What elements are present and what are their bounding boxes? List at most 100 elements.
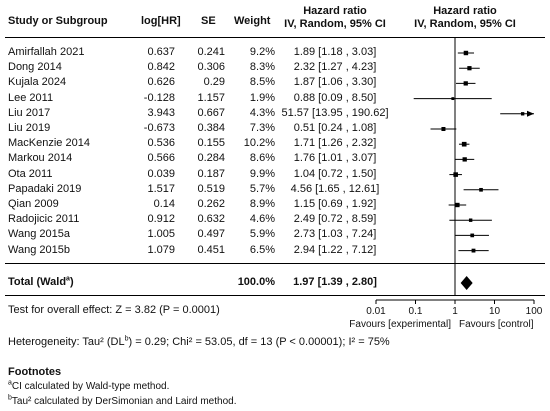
- study-weight: 5.9%: [249, 228, 275, 241]
- study-name: Dong 2014: [8, 61, 62, 74]
- study-ci: 2.32 [1.27 , 4.23]: [293, 61, 377, 74]
- total-label: Total (Walda): [8, 275, 74, 288]
- point-estimate: [453, 172, 458, 177]
- point-estimate: [451, 97, 455, 101]
- heterogeneity-text: Heterogeneity: Tau² (DLb) = 0.29; Chi² =…: [8, 335, 390, 348]
- point-estimate: [471, 248, 476, 253]
- study-name: Amirfallah 2021: [8, 46, 85, 58]
- study-ci: 4.56 [1.65 , 12.61]: [290, 182, 380, 195]
- study-weight: 9.2%: [249, 46, 275, 58]
- study-weight: 1.9%: [249, 91, 275, 104]
- study-name: Qian 2009: [8, 198, 59, 210]
- point-estimate: [479, 187, 483, 192]
- point-estimate: [467, 66, 472, 71]
- x-tick-label: 0.1: [409, 306, 423, 317]
- study-name: MacKenzie 2014: [8, 137, 90, 150]
- study-loghr: 0.536: [147, 137, 175, 150]
- study-se: 0.155: [197, 137, 225, 150]
- study-loghr: 0.637: [147, 46, 175, 58]
- study-se: 0.667: [197, 106, 225, 119]
- study-weight: 7.3%: [249, 122, 275, 134]
- study-se: 0.451: [197, 243, 225, 256]
- header-rule: [5, 37, 545, 38]
- study-loghr: -0.673: [143, 122, 175, 134]
- footnote-a: aCI calculated by Wald-type method.: [8, 379, 170, 392]
- study-ci: 2.49 [0.72 , 8.59]: [293, 213, 377, 226]
- study-ci: 1.76 [1.01 , 3.07]: [293, 152, 377, 165]
- study-loghr: 0.626: [147, 76, 175, 89]
- study-ci: 1.87 [1.06 , 3.30]: [293, 76, 377, 89]
- study-loghr: 1.517: [147, 182, 175, 195]
- total-weight: 100.0%: [237, 276, 275, 288]
- col-header-weight: Weight: [234, 15, 271, 27]
- study-ci: 1.71 [1.26 , 2.32]: [293, 137, 377, 150]
- study-weight: 5.7%: [249, 182, 275, 195]
- study-name: Lee 2011: [8, 91, 54, 104]
- study-loghr: 3.943: [147, 106, 175, 119]
- study-loghr: 1.005: [147, 228, 175, 241]
- study-ci: 1.15 [0.69 , 1.92]: [293, 198, 377, 210]
- study-se: 0.284: [197, 152, 225, 165]
- study-se: 0.384: [197, 122, 225, 134]
- study-weight: 6.5%: [249, 243, 275, 256]
- col-header-se: SE: [201, 15, 216, 27]
- study-name: Wang 2015b: [8, 243, 70, 256]
- study-name: Kujala 2024: [8, 76, 67, 89]
- col-header-hr-sub: IV, Random, 95% CI: [284, 18, 386, 30]
- study-name: Markou 2014: [8, 152, 73, 165]
- x-tick-label: 0.01: [366, 306, 386, 317]
- study-ci: 0.51 [0.24 , 1.08]: [293, 122, 377, 134]
- study-se: 0.187: [197, 167, 225, 180]
- x-tick-label: 100: [526, 306, 543, 317]
- study-name: Papadaki 2019: [8, 182, 82, 195]
- point-estimate: [441, 126, 446, 132]
- study-name: Ota 2011: [8, 167, 53, 180]
- x-tick-label: 1: [452, 306, 458, 317]
- study-loghr: 0.14: [153, 198, 175, 210]
- study-se: 1.157: [197, 91, 225, 104]
- point-estimate: [470, 233, 475, 238]
- col-header-study: Study or Subgroup: [8, 15, 108, 27]
- study-se: 0.306: [197, 61, 225, 74]
- study-se: 0.29: [203, 76, 225, 89]
- point-estimate: [461, 141, 467, 147]
- plot-header-sub: IV, Random, 95% CI: [414, 18, 516, 30]
- study-se: 0.241: [197, 46, 225, 58]
- point-estimate: [463, 81, 468, 86]
- study-loghr: 0.842: [147, 61, 175, 74]
- footnote-b: bTau² calculated by DerSimonian and Lair…: [8, 394, 237, 407]
- plot-header-title: Hazard ratio: [433, 5, 497, 17]
- study-weight: 10.2%: [243, 137, 275, 150]
- study-se: 0.632: [197, 213, 225, 226]
- study-ci: 51.57 [13.95 , 190.62]: [281, 106, 389, 119]
- study-weight: 9.9%: [249, 167, 275, 180]
- point-estimate: [455, 202, 460, 208]
- col-header-loghr: log[HR]: [141, 15, 181, 27]
- point-estimate: [463, 50, 469, 56]
- overall-effect-text: Test for overall effect: Z = 3.82 (P = 0…: [8, 304, 220, 316]
- study-ci: 2.73 [1.03 , 7.24]: [293, 228, 377, 241]
- col-header-hr-title: Hazard ratio: [303, 5, 367, 17]
- study-weight: 4.6%: [249, 213, 275, 226]
- study-se: 0.262: [197, 198, 225, 210]
- study-loghr: 0.039: [147, 167, 175, 180]
- study-se: 0.497: [197, 228, 225, 241]
- study-ci: 1.04 [0.72 , 1.50]: [293, 167, 377, 180]
- favours-right-label: Favours [control]: [459, 319, 534, 330]
- study-weight: 4.3%: [249, 106, 275, 119]
- study-loghr: -0.128: [143, 91, 175, 104]
- study-loghr: 1.079: [147, 243, 175, 256]
- pre-total-rule: [5, 263, 545, 264]
- study-weight: 8.5%: [249, 76, 275, 89]
- study-loghr: 0.912: [147, 213, 175, 226]
- post-total-rule: [5, 295, 545, 296]
- study-ci: 1.89 [1.18 , 3.03]: [293, 46, 377, 58]
- study-name: Wang 2015a: [8, 228, 70, 241]
- study-name: Radojicic 2011: [8, 213, 80, 226]
- ci-arrow: [527, 110, 534, 117]
- study-ci: 0.88 [0.09 , 8.50]: [293, 91, 377, 104]
- study-name: Liu 2017: [8, 106, 51, 119]
- study-ci: 2.94 [1.22 , 7.12]: [293, 243, 377, 256]
- total-ci: 1.97 [1.39 , 2.80]: [293, 276, 377, 288]
